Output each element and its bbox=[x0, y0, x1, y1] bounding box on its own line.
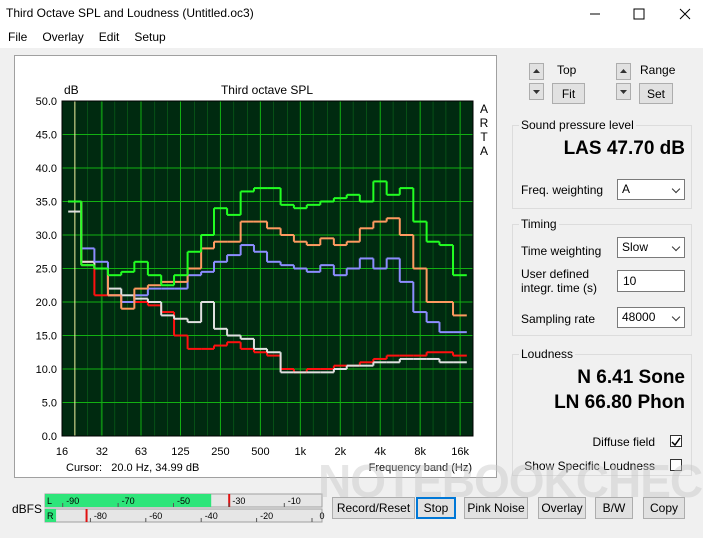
group-title: Sound pressure level bbox=[519, 118, 636, 132]
y-tick-label: 45.0 bbox=[36, 130, 57, 142]
title-bar: Third Octave SPL and Loudness (Untitled.… bbox=[0, 0, 703, 28]
rate-label: Sampling rate bbox=[521, 312, 596, 326]
meter-level bbox=[45, 494, 212, 507]
button[interactable]: Pink Noise bbox=[464, 497, 528, 519]
top-label: Top bbox=[557, 63, 577, 77]
x-tick-label: 63 bbox=[135, 446, 147, 458]
time-weighting-label: Time weighting bbox=[521, 244, 602, 258]
set-button[interactable]: Set bbox=[639, 83, 673, 104]
button[interactable]: Record/Reset bbox=[332, 497, 415, 519]
loudness-ln: LN 66.80 Phon bbox=[554, 392, 685, 413]
watermark: NOTEBOOKCHECK bbox=[318, 455, 703, 507]
range-down[interactable] bbox=[616, 83, 631, 100]
timing-group: Timing Time weighting Slow User defined … bbox=[512, 217, 692, 336]
menu-item[interactable]: Overlay bbox=[42, 30, 84, 44]
group-title: Timing bbox=[519, 217, 559, 231]
y-tick-label: 15.0 bbox=[36, 331, 57, 343]
x-tick-label: 250 bbox=[211, 446, 229, 458]
menu-item[interactable]: Setup bbox=[134, 30, 166, 44]
x-axis-label: Frequency band (Hz) bbox=[369, 462, 472, 474]
y-axis-label: dB bbox=[64, 83, 79, 97]
meter-tick-label: -30 bbox=[232, 496, 245, 506]
x-tick-label: 1k bbox=[295, 446, 307, 458]
meter-level bbox=[45, 509, 57, 522]
meter-tick-label: 0 bbox=[319, 511, 324, 521]
y-tick-label: 10.0 bbox=[36, 364, 57, 376]
time-weighting-select[interactable]: Slow bbox=[617, 237, 685, 258]
check-mark bbox=[671, 437, 681, 447]
x-tick-label: 125 bbox=[171, 446, 189, 458]
level-meters: L -90 -70 -50 -30 -10 R -80 -60 -40 -20 0 bbox=[44, 493, 325, 523]
meter-tick-label: -70 bbox=[122, 496, 135, 506]
meter-tick-label: -80 bbox=[94, 511, 107, 521]
meter-tick-label: -60 bbox=[149, 511, 162, 521]
integr-label: User defined integr. time (s) bbox=[521, 267, 598, 295]
y-tick-label: 30.0 bbox=[36, 230, 57, 242]
button[interactable]: Copy bbox=[643, 497, 685, 519]
menu-item[interactable]: Edit bbox=[98, 30, 120, 44]
spl-group: Sound pressure level LAS 47.70 dB Freq. … bbox=[512, 118, 692, 209]
y-tick-label: 40.0 bbox=[36, 163, 57, 175]
x-tick-label: 16 bbox=[56, 446, 68, 458]
meter-tick-label: -50 bbox=[177, 496, 190, 506]
y-tick-label: 50.0 bbox=[36, 96, 57, 108]
rate-select[interactable]: 48000 bbox=[617, 307, 685, 328]
chart: Third octave SPL dB Frequency band (Hz) Cur… bbox=[36, 83, 474, 474]
meter-label: dBFS bbox=[12, 502, 43, 516]
weighting-label: Freq. weighting bbox=[521, 183, 604, 197]
x-tick-label: 16k bbox=[451, 446, 469, 458]
brand: ARTA bbox=[477, 102, 491, 158]
meter-tick-label: -40 bbox=[205, 511, 218, 521]
weighting-select[interactable]: A bbox=[617, 179, 685, 200]
loudness-n: N 6.41 Sone bbox=[577, 367, 685, 388]
y-tick-label: 5.0 bbox=[42, 398, 57, 410]
integr-input[interactable]: 10 bbox=[617, 270, 685, 292]
meter-tick-label: -20 bbox=[260, 511, 273, 521]
group-title: Loudness bbox=[519, 347, 576, 361]
specific-checkbox[interactable] bbox=[670, 459, 682, 471]
maximize[interactable] bbox=[633, 8, 645, 20]
diffuse-label: Diffuse field bbox=[592, 435, 655, 449]
meter-tick-label: -90 bbox=[66, 496, 79, 506]
window-title: Third Octave SPL and Loudness (Untitled.… bbox=[6, 6, 254, 20]
button[interactable]: Stop bbox=[416, 497, 456, 519]
y-tick-label: 35.0 bbox=[36, 197, 57, 209]
y-tick-label: 20.0 bbox=[36, 297, 57, 309]
range-up[interactable] bbox=[616, 63, 631, 80]
top-down[interactable] bbox=[529, 83, 544, 100]
x-tick-label: 8k bbox=[414, 446, 426, 458]
menu-item[interactable]: File bbox=[8, 30, 28, 44]
series-group bbox=[68, 180, 467, 374]
y-tick-label: 25.0 bbox=[36, 264, 57, 276]
loudness-group: Loudness N 6.41 Sone LN 66.80 Phon Diffu… bbox=[512, 347, 692, 476]
plot-frame bbox=[61, 100, 474, 437]
cursor-readout: Cursor: 20.0 Hz, 34.99 dB bbox=[66, 462, 199, 474]
x-tick-label: 500 bbox=[251, 446, 269, 458]
x-tick-label: 32 bbox=[96, 446, 108, 458]
meter-channel: L bbox=[47, 496, 52, 506]
chart-title: Third octave SPL bbox=[221, 83, 313, 97]
button[interactable]: Overlay bbox=[538, 497, 586, 519]
window-controls[interactable] bbox=[590, 6, 695, 22]
fit-button[interactable]: Fit bbox=[552, 83, 585, 104]
menu-bar: File Overlay Edit Setup bbox=[0, 28, 703, 48]
diffuse-checkbox[interactable] bbox=[670, 435, 682, 447]
close[interactable] bbox=[679, 8, 691, 20]
meter-channel: R bbox=[47, 511, 54, 521]
y-tick-label: 0.0 bbox=[42, 431, 57, 443]
button[interactable]: B/W bbox=[595, 497, 633, 519]
top-up[interactable] bbox=[529, 63, 544, 80]
x-tick-label: 4k bbox=[374, 446, 386, 458]
spl-reading: LAS 47.70 dB bbox=[563, 138, 685, 159]
meter-tick-label: -10 bbox=[288, 496, 301, 506]
x-tick-label: 2k bbox=[334, 446, 346, 458]
specific-label: Show Specific Loudness bbox=[524, 459, 655, 473]
range-label: Range bbox=[640, 63, 676, 77]
